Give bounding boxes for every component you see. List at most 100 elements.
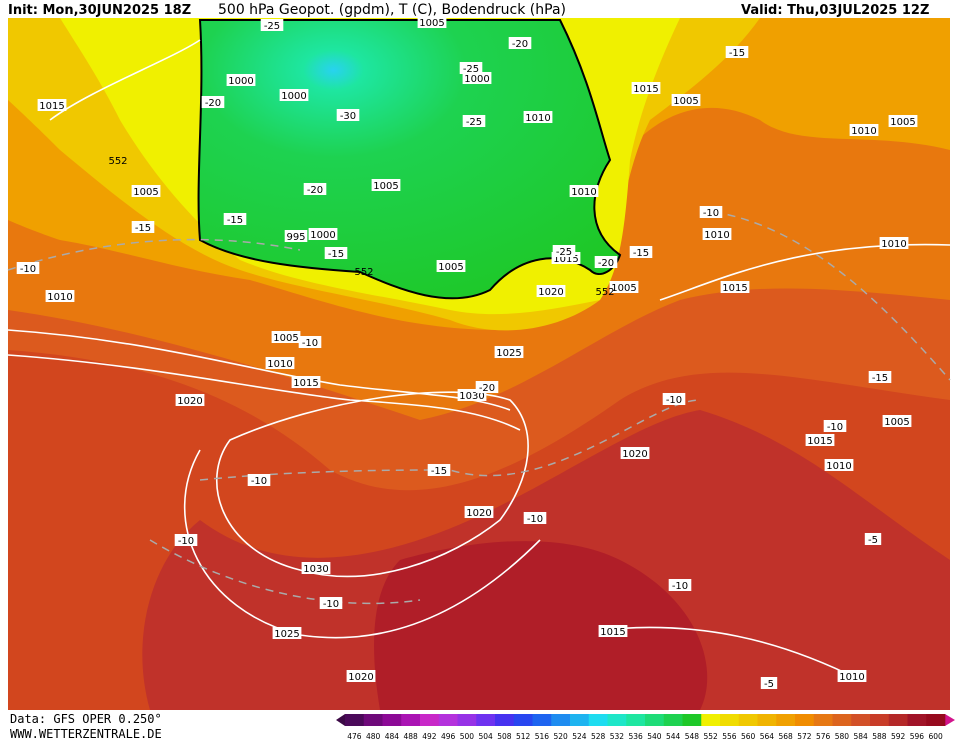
colorbar-label: 540 (647, 732, 662, 741)
isotherm (7, 238, 301, 271)
colorbar-label: 488 (403, 732, 418, 741)
colorbar-cell (607, 714, 627, 726)
colorbar-label: 560 (741, 732, 756, 741)
label-box (37, 99, 67, 111)
label-box (324, 247, 348, 259)
label-box (16, 262, 40, 274)
isobar-label: 1015 (807, 436, 832, 447)
colorbar-label: 564 (760, 732, 775, 741)
label-box (226, 74, 256, 86)
geopotential-label: 552 (595, 287, 614, 298)
colorbar-cell (870, 714, 890, 726)
colorbar-cell (663, 714, 683, 726)
isobar-label: 1010 (881, 239, 906, 250)
temperature-label: -10 (672, 581, 688, 592)
colorbar-label: 480 (366, 732, 381, 741)
isobar-label: 1000 (228, 76, 253, 87)
temperature-label: -10 (827, 422, 843, 433)
label-box (223, 213, 247, 225)
geopotential-label: 552 (108, 156, 127, 167)
label-box (631, 82, 661, 94)
colorbar-label: 524 (572, 732, 587, 741)
label-box (284, 230, 308, 242)
colorbar-cell (345, 714, 365, 726)
colorbar-cell (907, 714, 927, 726)
isobar-label: 1010 (267, 359, 292, 370)
colorbar-cell (757, 714, 777, 726)
colorbar-label: 584 (853, 732, 868, 741)
temperature-label: -10 (703, 208, 719, 219)
temperature-label: -5 (764, 679, 774, 690)
isobar-label: 1025 (274, 629, 299, 640)
isobar-label: 1000 (281, 91, 306, 102)
label-box (462, 72, 492, 84)
isobar-label: 1020 (466, 508, 491, 519)
temperature-label: -25 (556, 247, 572, 258)
label-box (459, 62, 483, 74)
label-box (598, 625, 628, 637)
label-box (888, 115, 918, 127)
isobar-label: 1030 (459, 391, 484, 402)
label-box (662, 393, 686, 405)
label-box (671, 94, 701, 106)
data-source: Data: GFS OPER 0.250° (10, 712, 162, 726)
isobar-label: 1010 (704, 230, 729, 241)
colorbar-label: 580 (835, 732, 850, 741)
label-box (462, 115, 486, 127)
label-box (849, 124, 879, 136)
isobar-label: 1010 (839, 672, 864, 683)
label-box (699, 206, 723, 218)
isobar-label: 1015 (722, 283, 747, 294)
isobar-label: 1010 (851, 126, 876, 137)
isobar-label: 1005 (419, 18, 444, 29)
isobar-label: 995 (286, 232, 305, 243)
colorbar-arrow (945, 714, 955, 726)
map-labels: 1015100010001005100010101015100510101005… (16, 16, 918, 690)
colorbar-label: 592 (891, 732, 906, 741)
label-box (308, 228, 338, 240)
colorbar-cell (363, 714, 383, 726)
colorbar-label: 544 (666, 732, 681, 741)
isobar-label: 1015 (293, 378, 318, 389)
colorbar-cell (420, 714, 440, 726)
label-box (336, 109, 360, 121)
colorbar-cell (626, 714, 646, 726)
temperature-label: -15 (431, 466, 447, 477)
isobar-label: 1015 (39, 101, 64, 112)
isobar-label: 1025 (496, 348, 521, 359)
colorbar-cell (588, 714, 608, 726)
temperature-label: -15 (135, 223, 151, 234)
colorbar-label: 568 (778, 732, 793, 741)
colorbar: 476 480 484 488 492 496 500 504 508 512 516 520 524 5… (336, 714, 955, 741)
label-box (371, 179, 401, 191)
temperature-label: -10 (323, 599, 339, 610)
colorbar-cell (832, 714, 852, 726)
website: WWW.WETTERZENTRALE.DE (10, 727, 162, 741)
label-box (131, 185, 161, 197)
colorbar-cell (888, 714, 908, 726)
colorbar-label: 548 (685, 732, 700, 741)
isobar-label: 1020 (177, 396, 202, 407)
isobar-label: 1005 (884, 417, 909, 428)
colorbar-cell (738, 714, 758, 726)
colorbar-cell (495, 714, 515, 726)
temperature-label: -30 (340, 111, 356, 122)
colorbar-label: 596 (910, 732, 925, 741)
label-box (346, 670, 376, 682)
colorbar-label: 528 (591, 732, 606, 741)
colorbar-label: 512 (516, 732, 531, 741)
colorbar-label: 500 (460, 732, 475, 741)
isotherm (149, 539, 421, 605)
temperature-label: -15 (227, 215, 243, 226)
label-box (319, 597, 343, 609)
isobar (216, 391, 529, 578)
colorbar-cell (401, 714, 421, 726)
temperature-label: -10 (527, 514, 543, 525)
label-box (552, 245, 576, 257)
label-box (620, 447, 650, 459)
colorbar-cell (776, 714, 796, 726)
label-box (629, 246, 653, 258)
label-box (464, 506, 494, 518)
label-box (131, 221, 155, 233)
